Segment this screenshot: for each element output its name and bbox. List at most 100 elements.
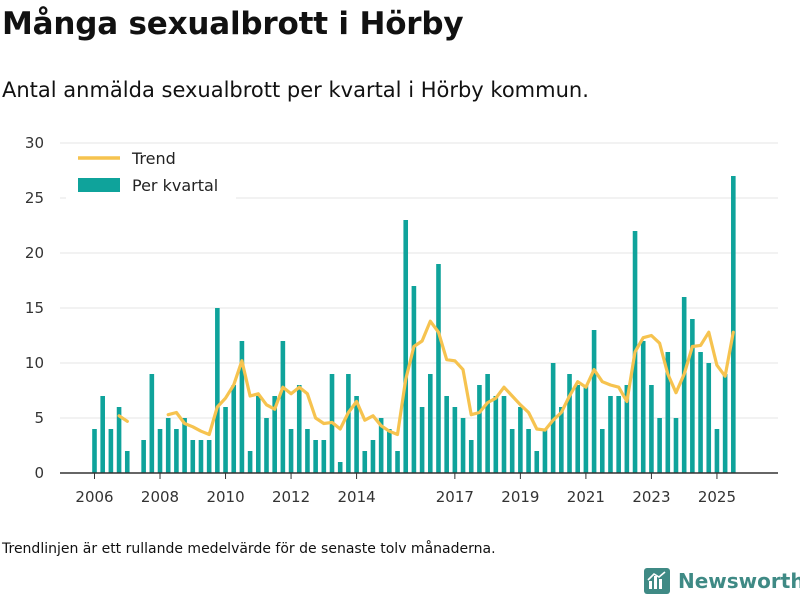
- bar: [378, 418, 384, 473]
- bar: [673, 418, 679, 473]
- trend-series: [117, 319, 735, 437]
- bar: [509, 429, 515, 473]
- bar: [395, 451, 400, 473]
- bar: [190, 440, 196, 473]
- y-tick-label: 5: [34, 409, 44, 427]
- bar: [149, 374, 155, 473]
- bar: [681, 297, 687, 473]
- y-tick-label: 15: [25, 299, 44, 317]
- bar-series: [92, 176, 736, 473]
- bar: [608, 396, 613, 473]
- bar: [403, 220, 409, 473]
- bar: [706, 363, 712, 473]
- bar: [321, 440, 327, 473]
- bar: [591, 330, 597, 473]
- bar: [313, 440, 318, 473]
- bar: [198, 440, 204, 473]
- x-tick-label: 2023: [632, 488, 670, 506]
- legend-label-trend: Trend: [131, 149, 176, 168]
- bar: [722, 374, 728, 473]
- legend-label-bars: Per kvartal: [132, 176, 218, 195]
- bar: [296, 385, 302, 473]
- y-tick-label: 20: [25, 244, 44, 262]
- bar: [534, 451, 540, 473]
- bar: [100, 396, 105, 473]
- bar: [305, 429, 310, 473]
- bar: [690, 319, 695, 473]
- x-tick-label: 2008: [141, 488, 179, 506]
- y-axis-ticks: 0 5 10 15 20 25 30: [25, 134, 44, 482]
- bar: [141, 440, 146, 473]
- bar: [460, 418, 466, 473]
- bar: [223, 407, 228, 473]
- chart-title: Många sexualbrott i Hörby: [2, 6, 464, 42]
- bar: [731, 176, 736, 473]
- trend-line: [166, 319, 735, 437]
- bar: [526, 429, 531, 473]
- bar: [206, 440, 212, 473]
- bar: [92, 429, 97, 473]
- bar: [624, 385, 630, 473]
- bar: [649, 385, 654, 473]
- brand-logo: Newsworthy: [644, 568, 800, 594]
- y-tick-label: 25: [25, 189, 44, 207]
- bar: [165, 418, 171, 473]
- bar: [616, 396, 621, 473]
- bar: [157, 429, 163, 473]
- bar: [174, 429, 179, 473]
- x-tick-label: 2012: [272, 488, 310, 506]
- bar: [419, 407, 425, 473]
- brand-name: Newsworthy: [678, 569, 800, 593]
- bar: [657, 418, 662, 473]
- bar: [288, 429, 294, 473]
- bar: [599, 429, 605, 473]
- bar: [354, 396, 359, 473]
- y-tick-label: 10: [25, 354, 44, 372]
- x-tick-label: 2010: [206, 488, 244, 506]
- bar: [247, 451, 253, 473]
- bar: [518, 407, 523, 473]
- bar: [124, 451, 130, 473]
- bar: [346, 374, 351, 473]
- x-tick-label: 2006: [75, 488, 113, 506]
- bar: [575, 385, 581, 473]
- bar: [665, 352, 671, 473]
- bar: [559, 407, 564, 473]
- x-tick-label: 2014: [337, 488, 375, 506]
- chart-subtitle: Antal anmälda sexualbrott per kvartal i …: [2, 78, 589, 102]
- x-tick-label: 2017: [436, 488, 474, 506]
- bar: [427, 374, 433, 473]
- bar: [542, 429, 548, 473]
- bar: [501, 396, 507, 473]
- bar: [583, 385, 589, 473]
- bar: [387, 429, 392, 473]
- bar: [256, 396, 261, 473]
- bar: [698, 352, 703, 473]
- bar: [477, 385, 482, 473]
- bar: [485, 374, 490, 473]
- bar: [231, 385, 237, 473]
- bar: [370, 440, 376, 473]
- x-axis-ticks: 2006 2008 2010 2012 2014 2017 2019 2021 2023 2025: [75, 473, 736, 506]
- x-tick-label: 2025: [698, 488, 736, 506]
- bar: [215, 308, 220, 473]
- bar: [411, 286, 417, 473]
- bar: [182, 418, 187, 473]
- legend-swatch-bars: [78, 178, 120, 192]
- y-tick-label: 0: [34, 464, 44, 482]
- bar: [362, 451, 368, 473]
- bar: [239, 341, 245, 473]
- bar: [493, 396, 499, 473]
- bar: [640, 341, 646, 473]
- legend: Trend Per kvartal: [66, 146, 236, 202]
- trend-line: [117, 414, 129, 423]
- bar: [468, 440, 474, 473]
- bar: [452, 407, 458, 473]
- bar: [567, 374, 572, 473]
- bar: [280, 341, 286, 473]
- bar: [108, 429, 114, 473]
- bar: [444, 396, 449, 473]
- x-tick-label: 2021: [567, 488, 605, 506]
- bar: [264, 418, 269, 473]
